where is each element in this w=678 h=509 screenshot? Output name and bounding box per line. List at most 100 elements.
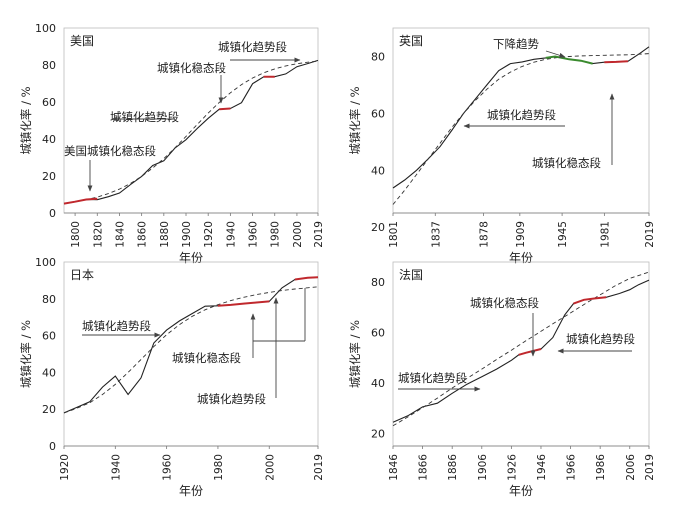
y-tick-label: 20 [42,170,56,183]
y-tick-label: 100 [35,256,56,269]
annotation-label: 美国城镇化稳态段 [64,144,156,158]
y-tick-label: 60 [42,96,56,109]
y-tick-label: 80 [371,276,385,289]
y-tick-label: 100 [35,22,56,35]
observed-line [63,59,319,205]
y-tick-label: 0 [49,440,56,453]
panel-france: 20 40 60 80 1846 1866 1886 1906 1926 1946 1966 1986… [348,261,656,498]
annotation-label: 城镇化稳态段 [470,296,539,310]
x-tick-label: 2000 [292,221,304,248]
y-axis-label: 城镇化率 / % [348,86,362,154]
highlight-segment [604,60,628,64]
x-tick-label: 2006 [625,454,637,481]
highlight-segment [219,107,231,111]
x-tick-label: 1820 [92,221,104,248]
annotation-label: 城镇化趋势段 [398,371,467,385]
x-tick-label: 1940 [110,454,122,481]
x-tick-label: 1981 [599,221,611,248]
y-tick-label: 80 [42,293,56,306]
x-tick-label: 1966 [566,454,578,481]
panel-usa: 0 20 40 60 80 100 1800 1820 1840 1860 1880 1900 1920… [19,22,325,265]
x-tick-label: 2019 [313,221,325,248]
panel-uk: 20 40 60 80 1801 1837 1878 1909 1945 1981 2019 年份 城镇… [348,27,656,265]
x-axis-label: 年份 [509,251,533,265]
trend-line [392,271,650,427]
panel-label: 英国 [399,34,423,48]
x-tick-label: 1980 [213,454,225,481]
x-tick-label: 1880 [159,221,171,248]
observed-line [63,276,319,414]
x-tick-label: 2019 [313,454,325,481]
x-tick-label: 1800 [70,221,82,248]
plot-frame [63,27,319,214]
panel-label: 日本 [70,268,94,282]
panel-label: 美国 [70,34,94,48]
x-tick-label: 2019 [644,221,656,248]
annotation-label: 城镇化稳态段 [532,156,601,170]
x-axis-label: 年份 [509,484,533,498]
annotation-label: 城镇化趋势段 [197,392,266,406]
x-tick-label: 2019 [644,454,656,481]
highlight-segment [217,300,270,307]
y-tick-label: 40 [371,377,385,390]
x-tick-label: 1909 [515,221,527,248]
x-tick-label: 1900 [181,221,193,248]
annotation-label: 下降趋势 [493,37,539,51]
panel-label: 法国 [399,268,423,282]
highlight-segment [294,276,319,281]
x-axis-label: 年份 [179,484,203,498]
y-tick-label: 40 [42,366,56,379]
annotation-label: 城镇化趋势段 [82,319,151,333]
y-tick-label: 40 [371,164,385,177]
trend-line [63,60,319,205]
y-tick-label: 60 [371,107,385,120]
highlight-segment [573,296,607,305]
x-tick-label: 1960 [162,454,174,481]
y-tick-label: 40 [42,133,56,146]
annotation-label: 城镇化趋势段 [218,40,287,54]
y-axis-label: 城镇化率 / % [348,320,362,388]
highlight-segment [545,55,593,65]
x-tick-label: 1980 [270,221,282,248]
x-tick-label: 1960 [248,221,260,248]
y-tick-label: 80 [42,59,56,72]
x-tick-label: 1986 [595,454,607,481]
x-tick-label: 1920 [203,221,215,248]
x-tick-label: 1906 [477,454,489,481]
y-tick-label: 60 [371,327,385,340]
x-tick-label: 1846 [388,454,400,481]
annotation-arrow [545,50,566,58]
y-tick-label: 20 [371,221,385,234]
x-tick-label: 1926 [506,454,518,481]
annotation-label: 城镇化趋势段 [110,110,179,124]
x-tick-label: 1801 [388,221,400,248]
x-tick-label: 1940 [225,221,237,248]
x-tick-label: 1920 [59,454,71,481]
annotation-label: 城镇化稳态段 [172,351,241,365]
y-tick-label: 20 [371,427,385,440]
x-tick-label: 1945 [557,221,569,248]
trend-line [63,286,319,414]
x-tick-label: 1878 [478,221,490,248]
x-tick-label: 1837 [430,221,442,248]
x-tick-label: 2000 [264,454,276,481]
trend-line [392,53,650,205]
x-tick-label: 1840 [114,221,126,248]
y-axis-label: 城镇化率 / % [19,320,33,388]
panel-japan: 0 20 40 60 80 100 1920 1940 1960 1980 2000 2019 年份 城镇… [19,256,325,498]
x-tick-label: 1946 [536,454,548,481]
x-tick-label: 1886 [447,454,459,481]
highlight-segment [63,197,98,205]
annotation-label: 城镇化趋势段 [487,108,556,122]
annotation-label: 城镇化稳态段 [157,61,226,75]
x-tick-label: 1860 [137,221,149,248]
highlight-segment [518,348,542,356]
y-axis-label: 城镇化率 / % [19,86,33,154]
annotation-label: 城镇化趋势段 [566,332,635,346]
x-axis-label: 年份 [179,251,203,265]
y-tick-label: 0 [49,207,56,220]
y-tick-label: 60 [42,330,56,343]
y-tick-label: 20 [42,403,56,416]
y-tick-label: 80 [371,50,385,63]
